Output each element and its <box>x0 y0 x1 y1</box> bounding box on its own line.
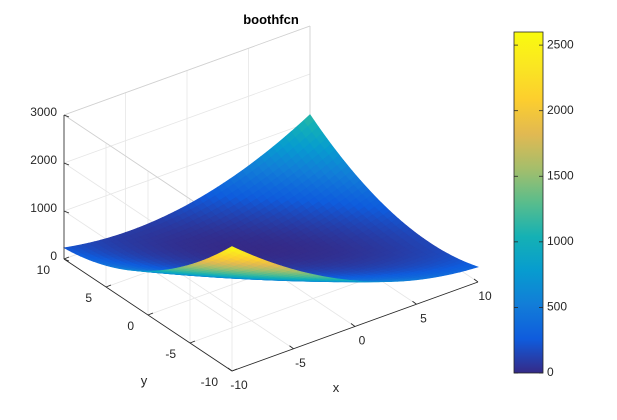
colorbar-tick-label: 0 <box>547 365 554 379</box>
tick-mark <box>63 256 70 260</box>
colorbar: 0 500 1000 1500 2000 2500 <box>513 31 574 379</box>
z-tick-label: 2000 <box>30 153 57 167</box>
colorbar-bar <box>513 31 544 374</box>
z-axis-ticks: 0 1000 2000 3000 <box>30 105 70 263</box>
tick-mark <box>412 300 417 305</box>
tick-mark <box>63 210 70 214</box>
tick-mark <box>63 162 70 166</box>
tick-mark <box>63 258 70 262</box>
z-tick-label: 0 <box>50 249 57 263</box>
x-tick-label: 0 <box>359 334 366 348</box>
tick-mark <box>227 367 233 372</box>
colorbar-tick-label: 1500 <box>547 168 574 182</box>
z-tick-label: 1000 <box>30 201 57 215</box>
tick-mark <box>63 114 70 118</box>
x-axis-label: x <box>333 380 340 395</box>
z-tick-label: 3000 <box>30 105 57 119</box>
tick-mark <box>189 340 196 344</box>
x-tick-label: 5 <box>420 311 427 325</box>
surface-plot <box>63 114 479 283</box>
tick-mark <box>350 323 356 327</box>
y-tick-label: -5 <box>165 347 176 361</box>
colorbar-tick-label: 1000 <box>547 234 574 248</box>
tick-mark <box>473 278 479 283</box>
y-tick-label: 10 <box>37 263 51 277</box>
y-tick-label: 0 <box>127 319 134 333</box>
colorbar-ticks: 0 500 1000 1500 2000 2500 <box>514 37 574 379</box>
x-tick-label: -10 <box>230 378 248 392</box>
tick-mark <box>289 345 294 350</box>
y-axis-ticks: -10 -5 0 5 10 <box>37 256 238 389</box>
tick-mark <box>105 284 112 288</box>
colorbar-tick-label: 500 <box>547 300 567 314</box>
y-tick-label: -10 <box>201 375 219 389</box>
chart-title: boothfcn <box>243 12 299 27</box>
x-tick-label: -5 <box>295 356 306 370</box>
y-tick-label: 5 <box>85 291 92 305</box>
tick-mark <box>231 368 238 372</box>
surface-patch <box>466 265 479 270</box>
colorbar-tick-label: 2500 <box>547 37 574 51</box>
grid-line <box>63 25 311 116</box>
y-axis-label: y <box>141 373 148 388</box>
colorbar-tick-label: 2000 <box>547 103 574 117</box>
x-tick-label: 10 <box>478 289 492 303</box>
tick-mark <box>147 312 154 316</box>
x-axis-ticks: -10 -5 0 5 10 <box>227 278 492 392</box>
